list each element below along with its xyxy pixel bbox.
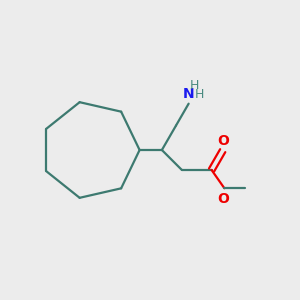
Text: H: H <box>190 80 199 92</box>
Text: O: O <box>217 192 229 206</box>
Text: H: H <box>195 88 205 101</box>
Text: O: O <box>218 134 229 148</box>
Text: N: N <box>183 87 194 101</box>
